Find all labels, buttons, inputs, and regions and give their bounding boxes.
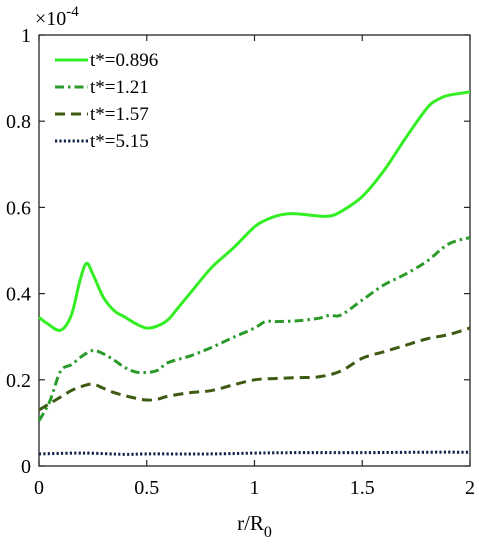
legend-box [50,46,176,160]
y-tick-label: 0.8 [6,111,31,133]
x-tick-label: 1.5 [350,477,375,499]
y-multiplier-base: ×10 [35,8,66,30]
x-axis-label-subscript: 0 [264,524,272,541]
y-tick-label: 0.2 [6,370,31,392]
y-tick-label: 0.6 [6,197,31,219]
x-tick-label: 2 [465,477,475,499]
series-group [37,90,471,456]
x-tick-label: 0.5 [134,477,159,499]
y-axis-multiplier: ×10-4 [35,4,79,30]
legend-label-2: t*=1.21 [90,77,149,98]
series-line-4 [38,450,471,456]
x-tick-label: 1 [250,477,260,499]
legend-label-3: t*=1.57 [90,104,149,125]
x-tick-label: 0 [34,477,44,499]
y-multiplier-exponent: -4 [66,4,79,20]
series-line-1 [38,90,471,332]
x-axis-label-main: r/R [237,511,264,535]
series-line-2 [37,236,471,422]
legend-label-1: t*=0.896 [90,50,158,71]
y-axis-ticks: 0 0.2 0.4 0.6 0.8 1 [6,25,470,478]
legend: t*=0.896 t*=1.21 t*=1.57 t*=5.15 [50,46,176,160]
x-axis-label: r/R0 [237,511,272,541]
series-line-3 [38,326,471,412]
y-tick-label: 0 [21,456,31,478]
y-tick-label: 0.4 [6,284,31,306]
y-tick-label: 1 [21,25,31,47]
x-axis-ticks: 0 0.5 1 1.5 2 [34,35,475,499]
legend-label-4: t*=5.15 [90,131,149,152]
